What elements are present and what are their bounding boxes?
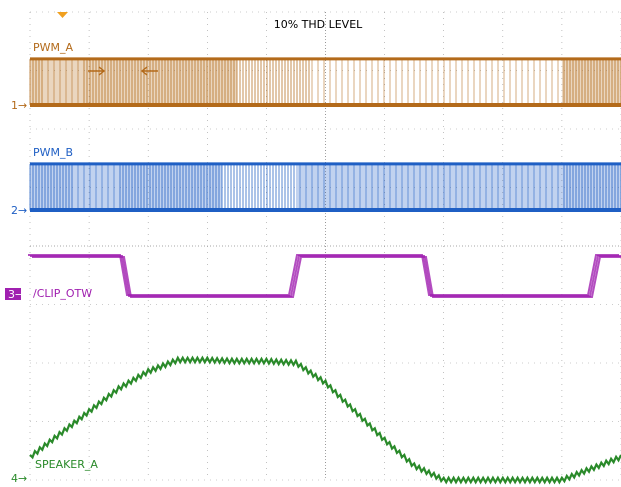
ground-marker-4: 4→ <box>11 472 27 485</box>
arrow-right-icon <box>88 66 106 76</box>
ground-marker-2: 2→ <box>11 204 27 217</box>
trigger-marker-icon <box>57 12 68 18</box>
digital-edge-2 <box>32 256 621 298</box>
pwm-dense-band <box>30 58 237 105</box>
ground-marker-3: 3→ <box>8 288 24 301</box>
channel-label-1: PWM_A <box>33 41 74 54</box>
arrow-left-icon <box>140 66 158 76</box>
trace-speaker-a <box>29 355 621 485</box>
channel-label-2: PWM_B <box>33 146 73 159</box>
chart-title: 10% THD LEVEL <box>274 18 363 31</box>
channel-label-4: SPEAKER_A <box>35 458 98 471</box>
analog-waveform <box>29 355 621 485</box>
traces <box>28 57 621 485</box>
trace-pwm-b <box>29 162 621 212</box>
pwm-dense-band <box>295 163 621 210</box>
trace-clip-otw <box>28 254 621 298</box>
channel-3-badge <box>5 288 21 300</box>
channel-labels: PWM_A 1→ PWM_B 2→ 3→ /CLIP_OTW 4→ SPEAKER_A <box>5 41 98 485</box>
trace-pwm-a <box>29 57 621 107</box>
ground-marker-1: 1→ <box>11 99 27 112</box>
channel-label-3: /CLIP_OTW <box>33 287 92 300</box>
